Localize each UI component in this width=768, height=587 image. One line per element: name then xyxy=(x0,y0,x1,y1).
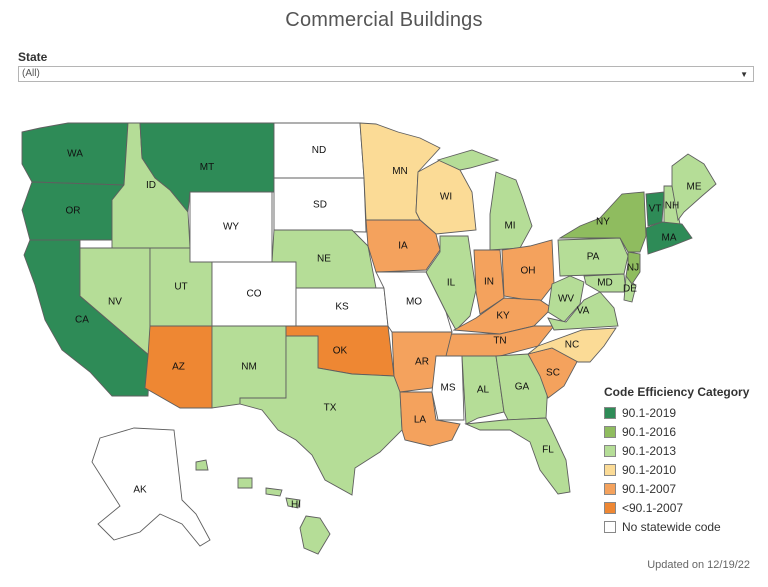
updated-timestamp: Updated on 12/19/22 xyxy=(647,559,750,571)
state-hi[interactable] xyxy=(195,459,331,555)
state-label-nd: ND xyxy=(312,145,326,156)
state-label-la: LA xyxy=(414,415,427,426)
state-label-il: IL xyxy=(447,278,456,289)
state-label-mt: MT xyxy=(200,162,214,173)
state-label-co: CO xyxy=(247,289,262,300)
state-label-ar: AR xyxy=(415,357,429,368)
legend-label: <90.1-2007 xyxy=(622,500,684,515)
state-me[interactable] xyxy=(671,153,717,222)
state-label-al: AL xyxy=(477,385,490,396)
legend-item[interactable]: No statewide code xyxy=(604,517,749,536)
state-ma[interactable] xyxy=(645,221,693,255)
legend-label: 90.1-2016 xyxy=(622,424,677,439)
state-label-ca: CA xyxy=(75,315,89,326)
state-label-nm: NM xyxy=(241,362,257,373)
legend-item[interactable]: 90.1-2019 xyxy=(604,403,749,422)
state-label-id: ID xyxy=(146,180,156,191)
legend-item[interactable]: 90.1-2010 xyxy=(604,460,749,479)
state-label-wv: WV xyxy=(558,294,574,305)
state-ms[interactable] xyxy=(431,355,465,421)
state-mi[interactable] xyxy=(436,149,533,251)
state-label-tn: TN xyxy=(493,336,506,347)
legend-swatch xyxy=(604,425,616,438)
state-va[interactable] xyxy=(547,291,619,331)
legend-title: Code Efficiency Category xyxy=(604,385,750,399)
state-label-mo: MO xyxy=(406,297,422,308)
state-ny[interactable] xyxy=(558,191,647,253)
legend-item[interactable]: 90.1-2016 xyxy=(604,422,749,441)
state-filter-dropdown[interactable]: (All) ▼ xyxy=(18,66,754,82)
legend-label: No statewide code xyxy=(622,519,721,534)
state-ak[interactable] xyxy=(91,427,211,547)
state-label-ny: NY xyxy=(596,217,610,228)
state-label-ga: GA xyxy=(515,382,530,393)
legend-swatch xyxy=(604,482,616,495)
state-in[interactable] xyxy=(473,249,505,315)
state-label-oh: OH xyxy=(521,266,536,277)
state-tx[interactable] xyxy=(239,335,403,496)
legend-label: 90.1-2013 xyxy=(622,443,677,458)
legend-swatch xyxy=(604,520,616,533)
legend-label: 90.1-2007 xyxy=(622,481,677,496)
state-label-nj: NJ xyxy=(627,263,639,274)
legend: Code Efficiency Category 90.1-2019 90.1-2… xyxy=(604,385,749,536)
state-label-wa: WA xyxy=(67,149,83,160)
state-label-sd: SD xyxy=(313,200,327,211)
legend-swatch xyxy=(604,406,616,419)
page-title: Commercial Buildings xyxy=(285,9,483,31)
state-nc[interactable] xyxy=(527,327,617,363)
state-label-nh: NH xyxy=(665,201,679,212)
state-label-sc: SC xyxy=(546,368,560,379)
state-label-ma: MA xyxy=(662,233,677,244)
state-label-ne: NE xyxy=(317,254,331,265)
legend-item[interactable]: 90.1-2007 xyxy=(604,479,749,498)
state-label-ok: OK xyxy=(333,346,348,357)
state-label-fl: FL xyxy=(542,445,554,456)
state-label-ms: MS xyxy=(441,383,456,394)
state-la[interactable] xyxy=(399,391,461,447)
legend-swatch xyxy=(604,501,616,514)
state-label-vt: VT xyxy=(649,204,662,215)
state-label-mn: MN xyxy=(392,166,408,177)
state-filter-label: State xyxy=(18,50,48,64)
state-label-ks: KS xyxy=(335,302,349,313)
legend-swatch xyxy=(604,463,616,476)
chevron-down-icon[interactable]: ▼ xyxy=(740,70,748,79)
state-label-hi: HI xyxy=(291,500,301,511)
state-label-de: DE xyxy=(623,284,637,295)
state-label-tx: TX xyxy=(324,403,337,414)
state-ia[interactable] xyxy=(365,219,441,273)
state-label-me: ME xyxy=(687,182,702,193)
legend-swatch xyxy=(604,444,616,457)
state-nj[interactable] xyxy=(625,251,641,285)
state-label-nv: NV xyxy=(108,297,122,308)
state-label-va: VA xyxy=(577,306,590,317)
legend-label: 90.1-2019 xyxy=(622,405,677,420)
state-label-mi: MI xyxy=(504,221,515,232)
state-al[interactable] xyxy=(461,355,505,425)
state-label-ut: UT xyxy=(174,282,187,293)
state-filter-value: (All) xyxy=(22,68,40,79)
state-md[interactable] xyxy=(583,273,627,293)
state-label-ia: IA xyxy=(398,241,408,252)
state-label-wi: WI xyxy=(440,192,452,203)
state-label-az: AZ xyxy=(172,362,185,373)
legend-label: 90.1-2010 xyxy=(622,462,677,477)
legend-item[interactable]: <90.1-2007 xyxy=(604,498,749,517)
state-label-or: OR xyxy=(66,206,81,217)
state-label-wy: WY xyxy=(223,222,239,233)
state-label-in: IN xyxy=(484,277,494,288)
state-fl[interactable] xyxy=(464,417,571,495)
state-label-pa: PA xyxy=(587,252,600,263)
us-states-map: WA OR CA ID MT NV UT WY AZ CO NM ND SD NE KS OK TX MN WI MI… xyxy=(21,122,717,555)
state-sd[interactable] xyxy=(273,177,367,233)
legend-item[interactable]: 90.1-2013 xyxy=(604,441,749,460)
state-label-ky: KY xyxy=(496,311,510,322)
state-label-nc: NC xyxy=(565,340,579,351)
state-label-ak: AK xyxy=(133,485,147,496)
state-label-md: MD xyxy=(597,278,613,289)
